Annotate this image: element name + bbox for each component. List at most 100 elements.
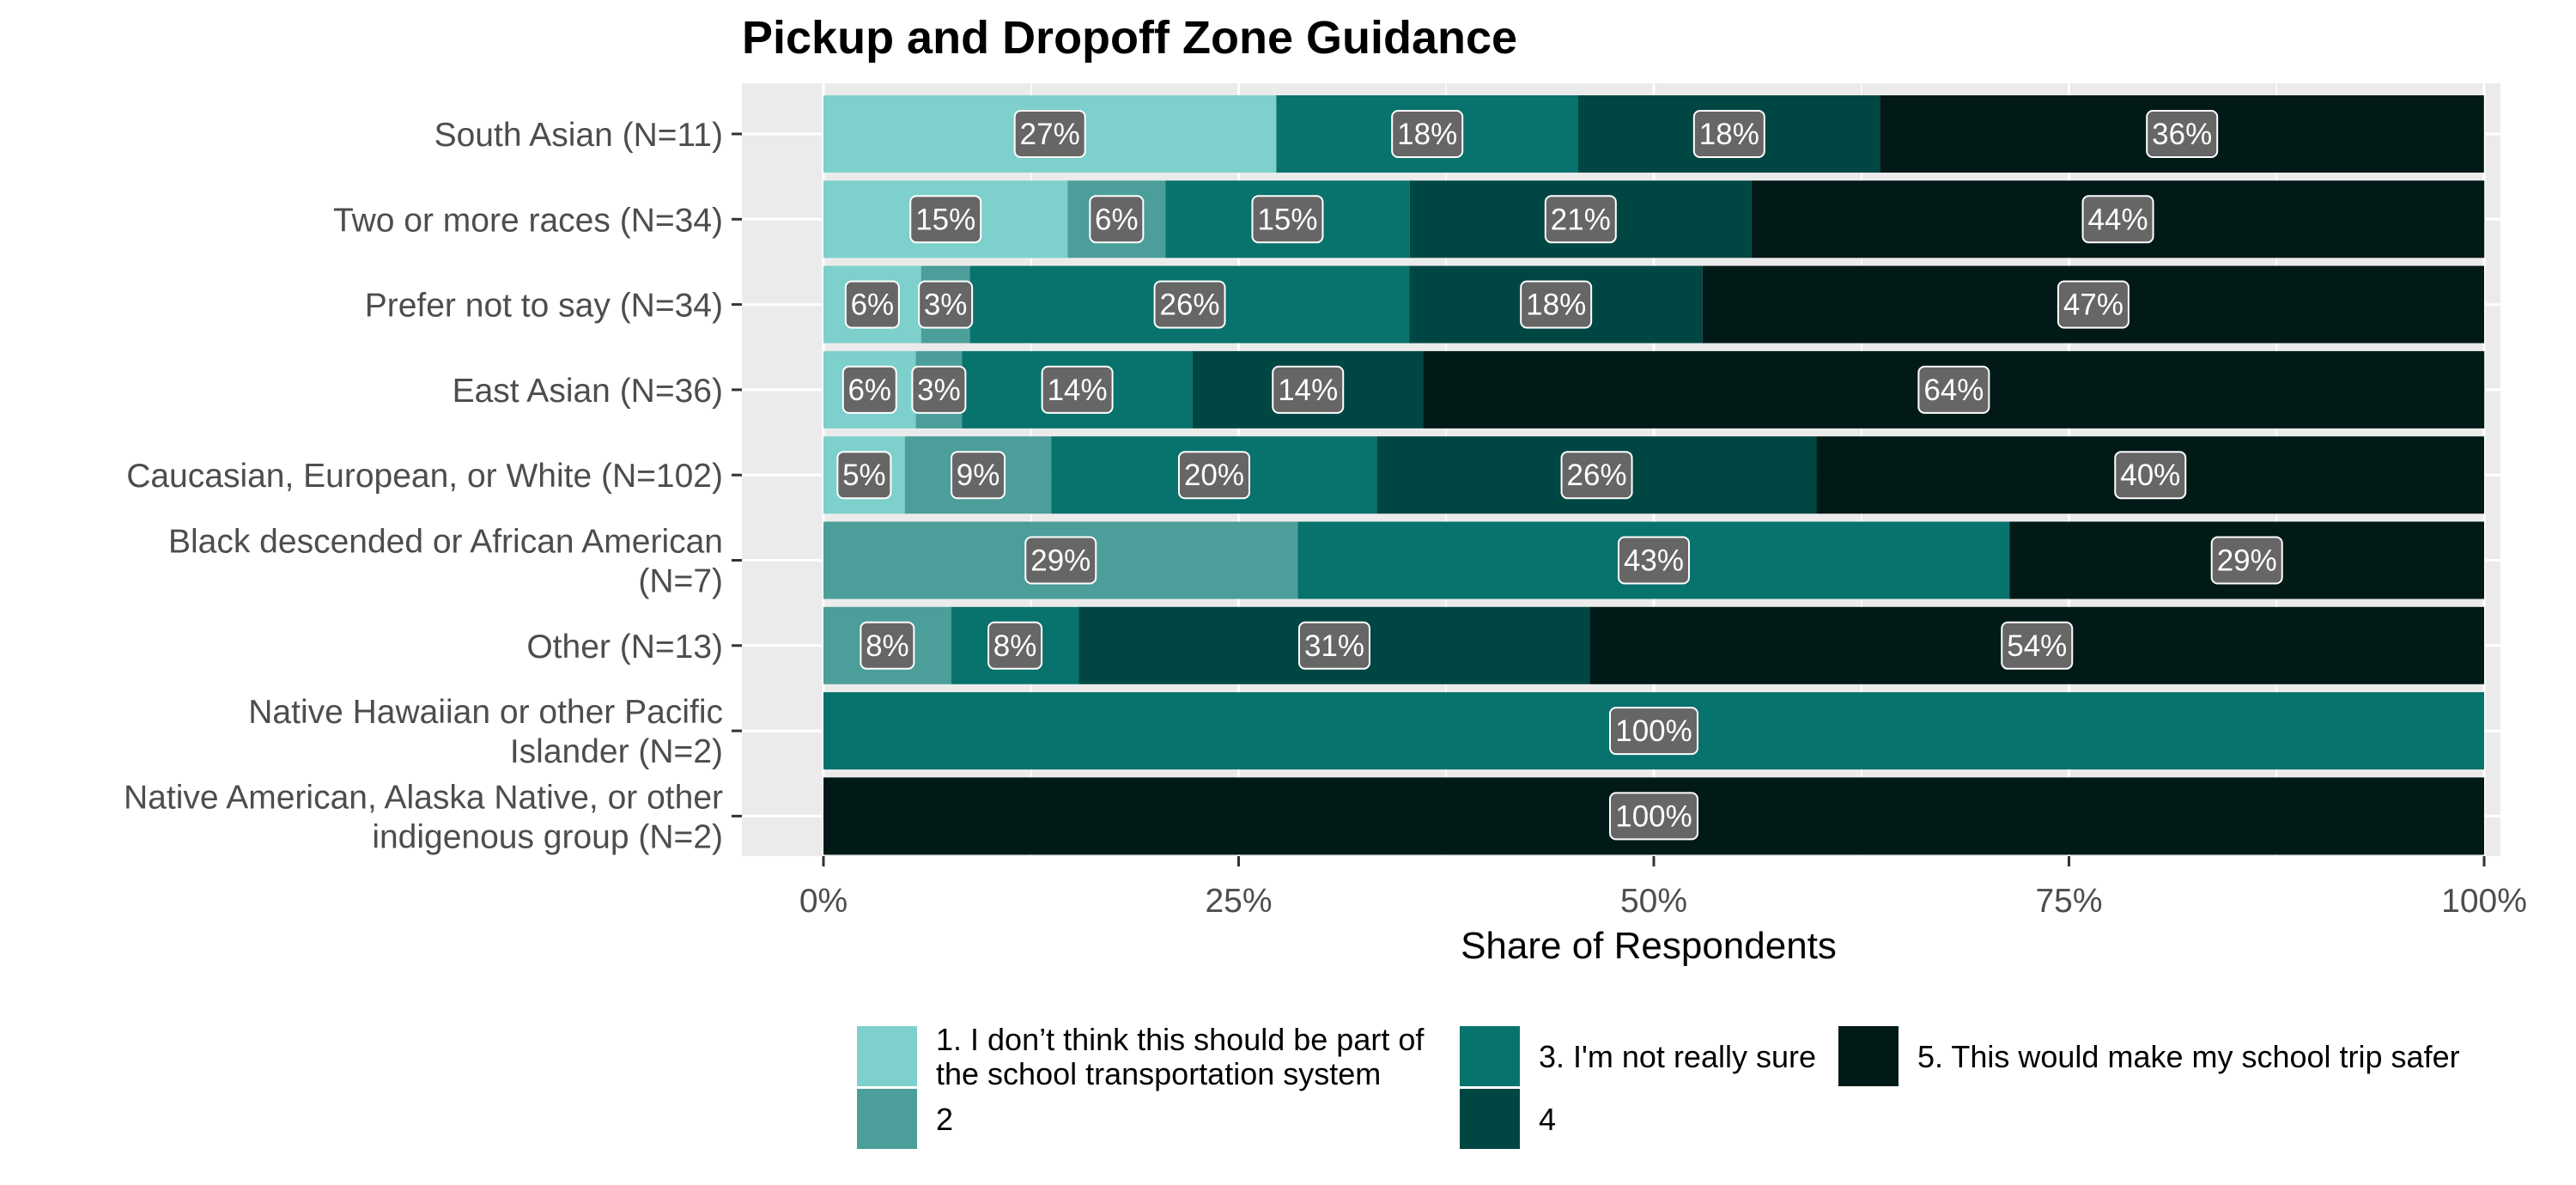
data-label-box — [909, 195, 982, 244]
data-label: 27% — [1013, 110, 1086, 158]
data-label-box — [1272, 365, 1345, 414]
data-label-box — [987, 621, 1043, 670]
legend-label: 2 — [936, 1102, 953, 1137]
category-label: Caucasian, European, or White (N=102) — [126, 458, 723, 495]
data-label: 26% — [1153, 280, 1226, 329]
data-label-box — [841, 365, 897, 414]
data-labels: 27% 18% 18% 36% 15% 6% 15% 21% 44% 6% 3% 26% 18% 47% 6… — [836, 110, 2283, 841]
data-label: 15% — [1251, 195, 1324, 244]
data-label-text: 18% — [1397, 118, 1457, 151]
data-label-box — [844, 280, 900, 329]
category-label: East Asian (N=36) — [453, 373, 723, 410]
legend-item: 5. This would make my school trip safer — [1838, 1026, 2460, 1086]
data-label-text: 9% — [957, 459, 1000, 492]
data-label-box — [2146, 110, 2219, 158]
legend-label: 5. This would make my school trip safer — [1917, 1039, 2460, 1074]
data-label: 3% — [918, 280, 974, 329]
data-label-text: 44% — [2088, 203, 2148, 236]
data-label: 100% — [1609, 792, 1698, 841]
data-label: 14% — [1041, 365, 1114, 414]
x-tick-label: 0% — [799, 883, 848, 920]
data-label: 21% — [1544, 195, 1617, 244]
data-label-text: 20% — [1184, 459, 1244, 492]
data-label-box — [918, 280, 974, 329]
data-label: 47% — [2057, 280, 2129, 329]
legend-label: 4 — [1539, 1102, 1556, 1137]
data-label-text: 43% — [1624, 544, 1684, 578]
data-label-box — [951, 451, 1006, 500]
data-label-text: 15% — [1257, 203, 1317, 236]
legend-key — [1460, 1026, 1520, 1086]
data-label-text: 64% — [1923, 374, 1984, 407]
legend-key — [1460, 1089, 1520, 1149]
data-label: 44% — [2081, 195, 2154, 244]
category-label: Black descended or African American (N=7) — [168, 524, 723, 600]
data-label-box — [2114, 451, 2187, 500]
data-label-box — [1609, 792, 1698, 841]
data-label-text: 54% — [2007, 629, 2067, 663]
data-label-box — [1692, 110, 1765, 158]
data-label-box — [2081, 195, 2154, 244]
data-label-box — [1177, 451, 1250, 500]
legend-label: 3. I'm not really sure — [1539, 1039, 1816, 1074]
data-label: 6% — [844, 280, 900, 329]
data-label: 36% — [2146, 110, 2219, 158]
data-label: 43% — [1618, 536, 1690, 585]
data-label-box — [2057, 280, 2129, 329]
data-label-text: 36% — [2152, 118, 2212, 151]
data-label: 8% — [860, 621, 915, 670]
data-label: 8% — [987, 621, 1043, 670]
legend-key — [857, 1026, 917, 1086]
data-label-text: 21% — [1551, 203, 1611, 236]
data-label-text: 100% — [1615, 714, 1692, 748]
data-label-box — [1544, 195, 1617, 244]
data-label: 9% — [951, 451, 1006, 500]
data-label: 20% — [1177, 451, 1250, 500]
data-label-box — [1618, 536, 1690, 585]
data-label-box — [860, 621, 915, 670]
data-label: 15% — [909, 195, 982, 244]
data-label-text: 8% — [866, 629, 909, 663]
data-label-box — [2001, 621, 2074, 670]
data-label-text: 26% — [1160, 289, 1220, 322]
data-label-text: 27% — [1020, 118, 1080, 151]
data-label-box — [1153, 280, 1226, 329]
data-label-text: 6% — [851, 289, 895, 322]
data-label-text: 8% — [993, 629, 1037, 663]
data-label-box — [1251, 195, 1324, 244]
data-label: 6% — [841, 365, 897, 414]
legend-item: 4 — [1460, 1089, 1556, 1149]
x-tick-label: 25% — [1205, 883, 1272, 920]
data-label-box — [836, 451, 892, 500]
x-tick-label: 100% — [2441, 883, 2527, 920]
x-tick-labels: 0% 25% 50% 75% 100% — [799, 856, 2527, 920]
data-label: 40% — [2114, 451, 2187, 500]
legend: 1. I don’t think this should be part of t… — [857, 1022, 2460, 1149]
category-label: Native American, Alaska Native, or other… — [124, 779, 723, 855]
legend-item: 3. I'm not really sure — [1460, 1026, 1816, 1086]
legend-item: 1. I don’t think this should be part of t… — [857, 1022, 1425, 1091]
data-label-text: 3% — [924, 289, 968, 322]
legend-key — [1838, 1026, 1899, 1086]
data-label: 18% — [1520, 280, 1593, 329]
data-label-box — [1609, 707, 1698, 756]
data-label: 31% — [1297, 621, 1370, 670]
x-tick-label: 75% — [2035, 883, 2102, 920]
data-label: 6% — [1089, 195, 1145, 244]
data-label-text: 18% — [1699, 118, 1759, 151]
data-label-box — [1041, 365, 1114, 414]
data-label-box — [1520, 280, 1593, 329]
data-label: 29% — [1024, 536, 1097, 585]
data-label-box — [1917, 365, 1990, 414]
data-label: 54% — [2001, 621, 2074, 670]
data-label-text: 6% — [1095, 203, 1139, 236]
data-label-text: 14% — [1278, 374, 1338, 407]
data-label: 26% — [1560, 451, 1633, 500]
data-label: 14% — [1272, 365, 1345, 414]
category-label: Other (N=13) — [526, 629, 723, 665]
x-axis-title: Share of Respondents — [1461, 925, 1837, 967]
data-label-box — [1013, 110, 1086, 158]
data-label-text: 26% — [1567, 459, 1627, 492]
category-label: Two or more races (N=34) — [333, 202, 723, 239]
data-label-text: 29% — [2217, 544, 2277, 578]
